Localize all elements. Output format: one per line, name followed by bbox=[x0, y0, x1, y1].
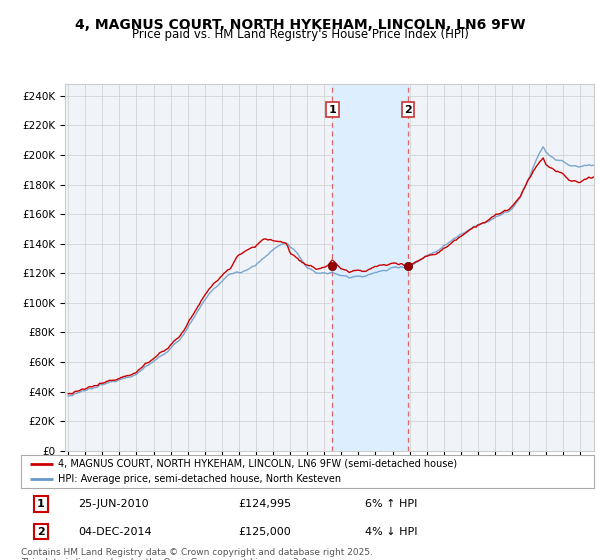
Text: £124,995: £124,995 bbox=[239, 499, 292, 509]
Text: Price paid vs. HM Land Registry's House Price Index (HPI): Price paid vs. HM Land Registry's House … bbox=[131, 28, 469, 41]
Text: Contains HM Land Registry data © Crown copyright and database right 2025.
This d: Contains HM Land Registry data © Crown c… bbox=[21, 548, 373, 560]
Text: 4, MAGNUS COURT, NORTH HYKEHAM, LINCOLN, LN6 9FW (semi-detached house): 4, MAGNUS COURT, NORTH HYKEHAM, LINCOLN,… bbox=[58, 459, 457, 469]
Text: HPI: Average price, semi-detached house, North Kesteven: HPI: Average price, semi-detached house,… bbox=[58, 474, 341, 484]
Text: 6% ↑ HPI: 6% ↑ HPI bbox=[365, 499, 417, 509]
Text: 1: 1 bbox=[37, 499, 45, 509]
Text: £125,000: £125,000 bbox=[239, 526, 292, 536]
Text: 4% ↓ HPI: 4% ↓ HPI bbox=[365, 526, 418, 536]
Text: 1: 1 bbox=[329, 105, 337, 115]
Bar bbox=[332, 84, 408, 451]
Text: 2: 2 bbox=[404, 105, 412, 115]
Text: 4, MAGNUS COURT, NORTH HYKEHAM, LINCOLN, LN6 9FW: 4, MAGNUS COURT, NORTH HYKEHAM, LINCOLN,… bbox=[75, 18, 525, 32]
Text: 04-DEC-2014: 04-DEC-2014 bbox=[79, 526, 152, 536]
Text: 2: 2 bbox=[37, 526, 45, 536]
Text: 25-JUN-2010: 25-JUN-2010 bbox=[79, 499, 149, 509]
